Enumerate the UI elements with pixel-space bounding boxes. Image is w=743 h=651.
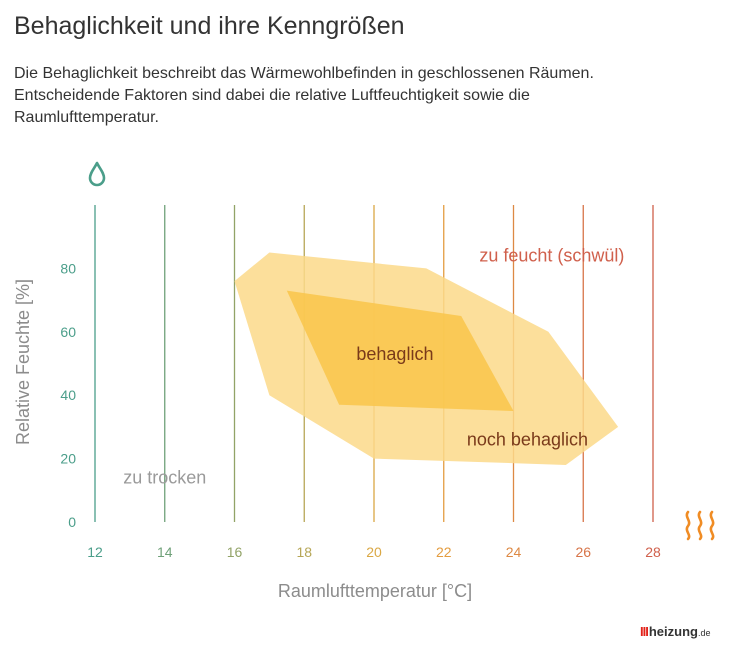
x-tick-label: 26	[575, 544, 591, 560]
y-tick-label: 0	[68, 514, 76, 530]
page-title: Behaglichkeit und ihre Kenngrößen	[14, 12, 405, 40]
region-labels: noch behaglich behaglich	[356, 344, 588, 450]
y-tick-label: 40	[60, 387, 76, 403]
region-label: noch behaglich	[467, 430, 588, 450]
chart-annotations: zu feucht (schwül) zu trocken	[123, 246, 624, 488]
water-drop-icon	[88, 161, 106, 187]
x-tick-label: 14	[157, 544, 173, 560]
x-tick-label: 22	[436, 544, 452, 560]
region-behaglich	[286, 290, 514, 412]
y-axis-label: Relative Feuchte [%]	[13, 279, 33, 445]
y-tick-label: 60	[60, 324, 76, 340]
brand-tld: .de	[697, 628, 711, 638]
subtitle-line-2: Entscheidende Faktoren sind dabei die re…	[14, 87, 530, 104]
brand-bars: III	[640, 624, 649, 639]
comfort-regions	[234, 252, 619, 465]
x-tick-label: 24	[506, 544, 522, 560]
annotation-label: zu trocken	[123, 468, 206, 488]
x-axis-ticks: 12 14 16 18 20 22 24 26 28	[87, 544, 661, 560]
heat-waves-icon	[685, 510, 715, 541]
x-tick-label: 16	[227, 544, 243, 560]
y-tick-label: 80	[60, 260, 76, 276]
x-tick-label: 18	[296, 544, 312, 560]
x-tick-label: 28	[645, 544, 661, 560]
annotation-label: zu feucht (schwül)	[479, 246, 624, 266]
page-subtitle: Die Behaglichkeit beschreibt das Wärmewo…	[14, 63, 694, 129]
subtitle-line-1: Die Behaglichkeit beschreibt das Wärmewo…	[14, 65, 594, 82]
region-label: behaglich	[356, 344, 433, 364]
x-tick-label: 20	[366, 544, 382, 560]
y-axis-ticks: 0 20 40 60 80	[60, 260, 76, 530]
brand-logo: III heizung .de	[640, 624, 710, 639]
brand-name: heizung	[648, 624, 698, 639]
x-tick-label: 12	[87, 544, 103, 560]
x-axis-label: Raumlufttemperatur [°C]	[278, 581, 472, 601]
y-tick-label: 20	[60, 451, 76, 467]
subtitle-line-3: Raumlufttemperatur.	[14, 109, 159, 126]
